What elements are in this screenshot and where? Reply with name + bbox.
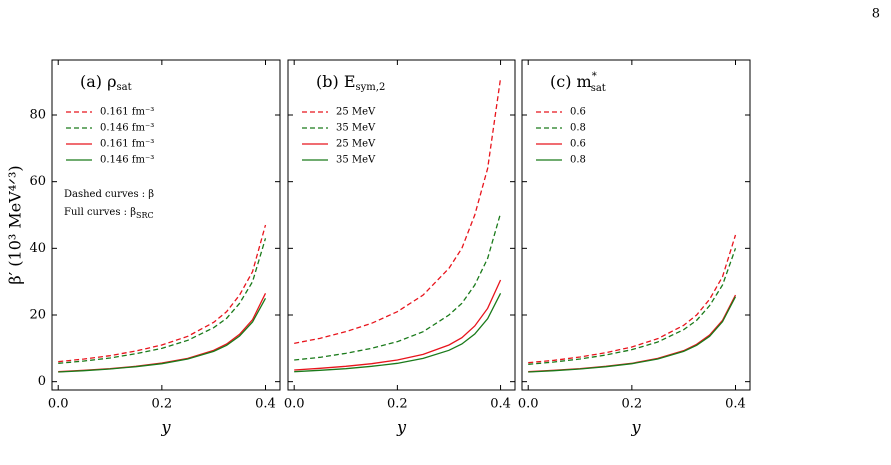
x-tick-label: 0.2 bbox=[387, 397, 408, 412]
series-line bbox=[294, 78, 502, 344]
series-line bbox=[528, 294, 737, 373]
title-main: (c) m bbox=[550, 72, 592, 91]
x-tick-label: 0.4 bbox=[725, 397, 746, 412]
y-tick-label: 80 bbox=[29, 108, 46, 123]
legend-label: 0.6 bbox=[570, 139, 586, 150]
x-tick-label: 0.0 bbox=[48, 397, 69, 412]
series-line bbox=[294, 213, 502, 361]
legend-label: 0.161 fm⁻³ bbox=[100, 139, 154, 150]
panel-title: (a) ρsat bbox=[80, 72, 132, 93]
series-line bbox=[528, 248, 737, 365]
legend-label: 35 MeV bbox=[336, 155, 376, 166]
title-sup: * bbox=[592, 71, 597, 82]
plot-frame bbox=[51, 59, 281, 391]
x-axis-label: y bbox=[160, 418, 171, 437]
series-line bbox=[294, 279, 502, 371]
legend-label: 25 MeV bbox=[336, 107, 376, 118]
x-tick-label: 0.0 bbox=[284, 397, 305, 412]
series-line bbox=[58, 238, 267, 364]
plot-frame bbox=[521, 59, 751, 391]
series-line bbox=[528, 296, 737, 373]
series-line bbox=[58, 298, 267, 373]
annotation-text: Full curves : β bbox=[64, 207, 136, 218]
legend-label: 0.8 bbox=[570, 123, 586, 134]
title-sub: sat bbox=[117, 82, 132, 93]
legend-label: 0.8 bbox=[570, 155, 586, 166]
y-tick-label: 40 bbox=[29, 241, 46, 256]
x-tick-label: 0.2 bbox=[152, 397, 173, 412]
annotation: Dashed curves : β bbox=[64, 189, 154, 200]
series-line bbox=[58, 224, 267, 363]
panel-title: (c) m* sat bbox=[550, 71, 606, 94]
title-sub: sat bbox=[591, 83, 606, 94]
series-line bbox=[58, 293, 267, 373]
x-axis-label: y bbox=[630, 418, 641, 437]
legend-label: 25 MeV bbox=[336, 139, 376, 150]
annotation-sub: SRC bbox=[136, 211, 154, 220]
y-axis-label: β′ (10³ MeV⁴ᐟ³) bbox=[6, 165, 25, 284]
title-sub: sym,2 bbox=[356, 82, 386, 93]
x-tick-label: 0.4 bbox=[255, 397, 276, 412]
annotation-text: Dashed curves : β bbox=[64, 189, 154, 200]
x-axis-label: y bbox=[396, 418, 407, 437]
legend-label: 35 MeV bbox=[336, 123, 376, 134]
y-tick-label: 0 bbox=[38, 374, 46, 389]
annotation: Full curves : βSRC bbox=[64, 207, 154, 221]
plot-frame bbox=[287, 59, 516, 391]
y-tick-label: 60 bbox=[29, 174, 46, 189]
y-tick-label: 20 bbox=[29, 308, 46, 323]
x-tick-label: 0.0 bbox=[518, 397, 539, 412]
x-tick-label: 0.2 bbox=[622, 397, 643, 412]
legend-label: 0.146 fm⁻³ bbox=[100, 123, 154, 134]
title-main: (a) ρ bbox=[80, 72, 117, 91]
x-tick-label: 0.4 bbox=[490, 397, 511, 412]
panel-title: (b) Esym,2 bbox=[316, 72, 385, 93]
legend-label: 0.161 fm⁻³ bbox=[100, 107, 154, 118]
series-line bbox=[294, 293, 502, 373]
legend-label: 0.146 fm⁻³ bbox=[100, 155, 154, 166]
series-line bbox=[528, 234, 737, 364]
title-main: (b) E bbox=[316, 72, 356, 91]
page-number: 8 bbox=[872, 7, 880, 22]
legend-label: 0.6 bbox=[570, 107, 586, 118]
